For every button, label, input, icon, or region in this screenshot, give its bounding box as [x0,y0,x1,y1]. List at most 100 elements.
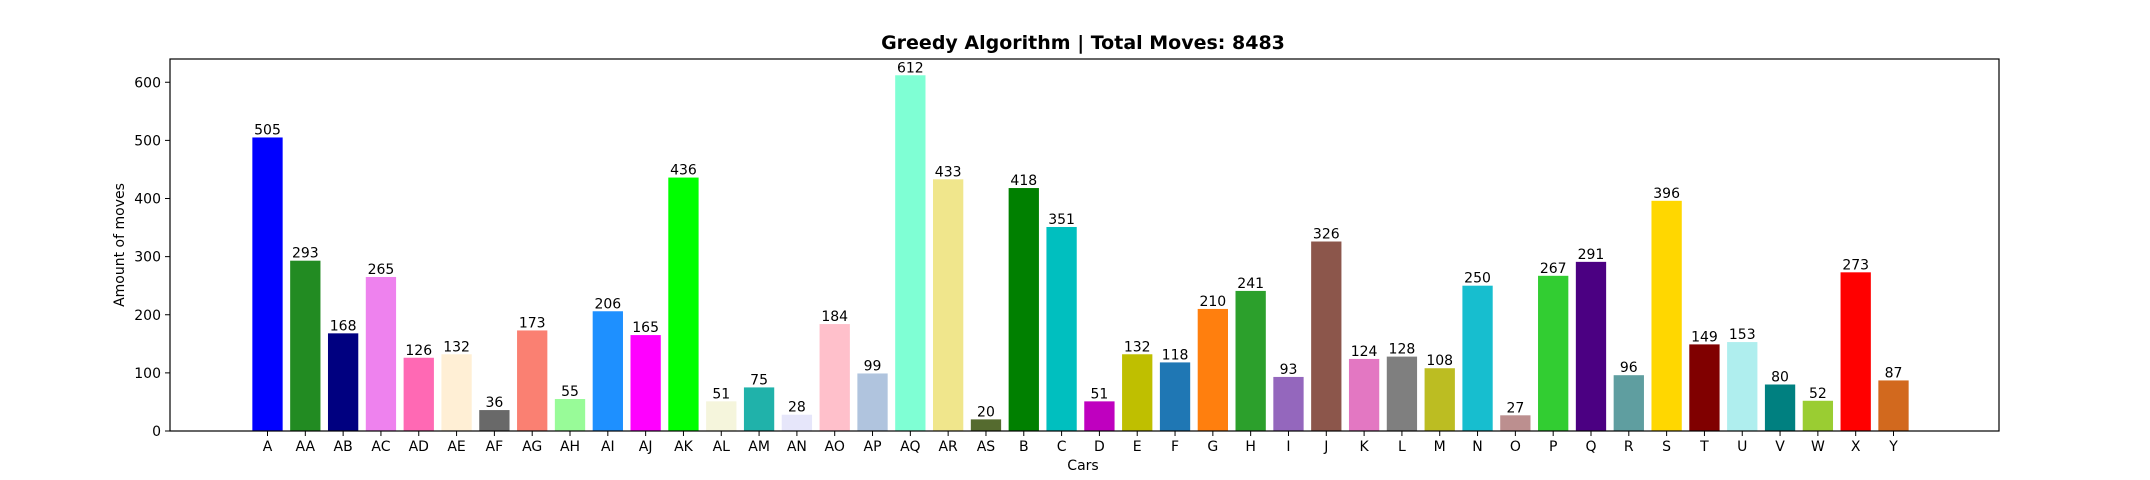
bar-y [1878,380,1909,431]
y-tick-label-100: 100 [134,366,161,382]
bar-m [1424,368,1455,431]
bar-r [1613,375,1644,431]
x-tick-label-i: I [1286,439,1290,455]
x-tick-label-ap: AP [864,439,882,455]
bar-g [1197,308,1228,431]
bar-v [1764,384,1796,431]
y-tick-label-300: 300 [134,250,161,266]
value-label-ak: 436 [670,163,697,179]
x-tick-label-n: N [1472,439,1482,455]
value-label-s: 396 [1653,186,1680,202]
value-label-af: 36 [485,395,503,411]
bar-ai [592,311,623,431]
value-label-aa: 293 [292,246,319,262]
bar-ae [441,354,472,431]
x-tick-label-ai: AI [601,439,615,455]
value-label-o: 27 [1506,400,1524,416]
value-label-q: 291 [1578,247,1605,263]
x-tick-label-j: J [1323,439,1328,455]
bar-ak [668,177,699,431]
x-tick-label-ab: AB [334,439,353,455]
bar-c [1046,226,1077,431]
x-tick-label-f: F [1171,439,1179,455]
x-tick-label-af: AF [486,439,504,455]
x-tick-label-e: E [1133,439,1142,455]
value-label-aq: 612 [897,60,924,76]
bars-group [252,75,1909,432]
x-tick-label-k: K [1360,439,1370,455]
x-tick-label-p: P [1549,439,1557,455]
x-tick-label-al: AL [713,439,731,455]
bar-u [1727,342,1758,431]
x-tick-label-ad: AD [409,439,429,455]
value-label-ai: 206 [594,296,621,312]
value-label-f: 118 [1162,347,1189,363]
y-tick-label-600: 600 [134,75,161,91]
bar-aq [895,75,926,432]
value-label-ap: 99 [864,358,882,374]
x-tick-label-t: T [1699,439,1709,455]
x-tick-label-a: A [263,439,273,455]
x-tick-label-d: D [1094,439,1105,455]
value-label-v: 80 [1771,370,1789,386]
value-label-p: 267 [1540,261,1567,277]
plot-frame [169,58,2000,432]
x-tick-label-as: AS [977,439,996,455]
chart-title: Greedy Algorithm | Total Moves: 8483 [881,32,1285,54]
x-tick-label-ak: AK [674,439,694,455]
y-axis-label: Amount of moves [112,183,128,307]
value-labels-group: 505 293 168 265 126 132 36 173 55 206 165 436 51 75 28… [254,60,1902,420]
bar-ap [857,373,888,431]
bar-q [1575,261,1607,431]
value-label-c: 351 [1048,212,1075,228]
bar-s [1651,200,1682,431]
bar-x [1840,272,1871,431]
x-axis-label: Cars [1067,458,1098,474]
bar-p [1538,275,1569,431]
bar-ah [554,399,586,431]
value-label-ac: 265 [368,262,395,278]
value-label-d: 51 [1090,386,1108,402]
y-axis-ticks: 0 100 200 300 400 500 600 [134,75,170,440]
bar-as [970,419,1002,432]
x-tick-label-ac: AC [371,439,390,455]
value-label-t: 149 [1691,329,1718,345]
x-tick-label-c: C [1057,439,1067,455]
y-tick-label-500: 500 [134,133,161,149]
x-tick-label-ae: AE [447,439,465,455]
value-label-r: 96 [1620,360,1638,376]
value-label-l: 128 [1389,342,1416,358]
value-label-ao: 184 [821,309,848,325]
value-label-ar: 433 [935,164,962,180]
x-tick-label-b: B [1019,439,1029,455]
y-tick-label-0: 0 [152,424,161,440]
x-tick-label-ag: AG [522,439,542,455]
x-tick-label-v: V [1775,439,1785,455]
value-label-ad: 126 [405,343,432,359]
bar-i [1273,376,1304,431]
x-tick-label-s: S [1662,439,1671,455]
y-tick-label-200: 200 [134,308,161,324]
x-tick-label-h: H [1245,439,1256,455]
bar-w [1802,400,1834,431]
value-label-ag: 173 [519,315,546,331]
value-label-i: 93 [1280,362,1298,378]
value-label-aj: 165 [632,320,659,336]
value-label-j: 326 [1313,227,1340,243]
bar-al [706,401,737,431]
x-tick-label-ar: AR [938,439,958,455]
x-tick-label-q: Q [1585,439,1596,455]
bar-ag [517,330,548,431]
bar-ao [819,324,850,431]
value-label-an: 28 [788,400,806,416]
bar-aa [290,260,321,431]
x-tick-label-x: X [1851,439,1861,455]
value-label-ah: 55 [561,384,579,400]
value-label-a: 505 [254,122,281,138]
value-label-ae: 132 [443,339,470,355]
x-tick-label-g: G [1207,439,1218,455]
x-tick-label-aa: AA [296,439,316,455]
bar-aj [630,335,661,431]
bar-n [1462,285,1493,431]
bar-h [1235,290,1266,431]
